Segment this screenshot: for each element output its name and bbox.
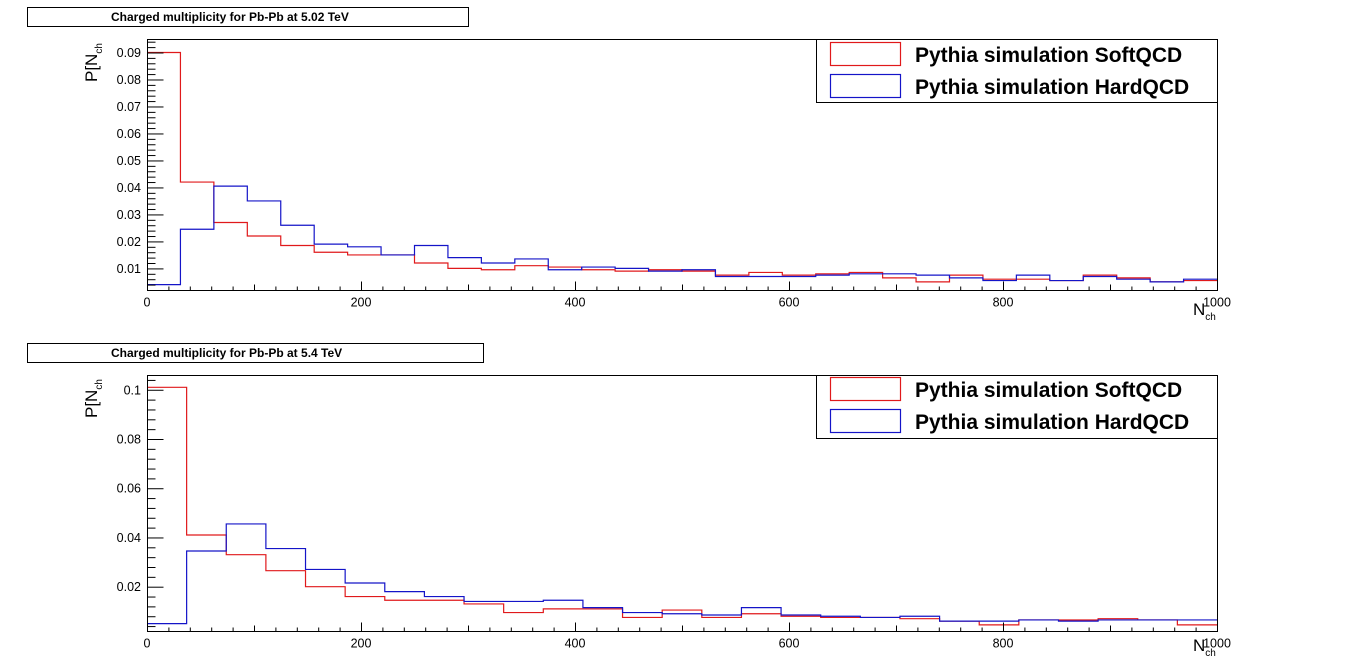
y-tick-label: 0.01 xyxy=(117,262,141,276)
legend-label: Pythia simulation HardQCD xyxy=(915,411,1189,434)
y-axis: 0.01 0.02 0.03 0.04 0.05 0.06 0.07 0.08 0.09 xyxy=(117,41,164,291)
y-axis-label: P[Nch xyxy=(82,43,105,82)
y-tick-label: 0.05 xyxy=(117,154,141,168)
y-axis: 0.02 0.04 0.06 0.08 0.1 xyxy=(117,379,164,628)
x-tick-label: 0 xyxy=(144,637,151,651)
y-axis-label: P[Nch xyxy=(82,379,105,418)
y-tick-label: 0.03 xyxy=(117,208,141,222)
legend: Pythia simulation SoftQCD Pythia simulati… xyxy=(816,39,1218,103)
x-tick-label: 800 xyxy=(993,296,1014,310)
chart-title: Charged multiplicity for Pb-Pb at 5.02 T… xyxy=(111,10,349,24)
chart-title-box xyxy=(27,343,484,363)
legend-entry-softqcd: Pythia simulation SoftQCD xyxy=(829,41,1182,67)
x-tick-label: 200 xyxy=(351,296,372,310)
x-tick-label: 600 xyxy=(779,637,800,651)
x-tick-label: 1000 xyxy=(1203,637,1231,651)
legend-box xyxy=(816,39,1218,103)
legend-entry-softqcd: Pythia simulation SoftQCD xyxy=(829,376,1182,402)
y-tick-label: 0.04 xyxy=(117,531,141,545)
legend-label: Pythia simulation SoftQCD xyxy=(915,379,1182,402)
chart-panel-1: Charged multiplicity for Pb-Pb at 5.02 T… xyxy=(27,7,1231,323)
legend-swatch xyxy=(829,376,902,402)
y-tick-label: 0.08 xyxy=(117,433,141,447)
x-axis-label: Nch xyxy=(1193,300,1216,323)
legend-label: Pythia simulation HardQCD xyxy=(915,76,1189,99)
series-line xyxy=(147,185,1217,286)
histogram-layer xyxy=(147,51,1217,286)
x-tick-label: 600 xyxy=(779,296,800,310)
y-tick-label: 0.06 xyxy=(117,482,141,496)
legend-label: Pythia simulation SoftQCD xyxy=(915,44,1182,67)
x-tick-label: 400 xyxy=(565,296,586,310)
x-tick-label: 400 xyxy=(565,637,586,651)
y-tick-label: 0.02 xyxy=(117,580,141,594)
legend-entry-hardqcd: Pythia simulation HardQCD xyxy=(829,73,1189,99)
legend-swatch xyxy=(829,408,902,434)
chart-panel-2: Charged multiplicity for Pb-Pb at 5.4 Te… xyxy=(27,343,1231,659)
legend-box xyxy=(816,375,1218,439)
legend-swatch xyxy=(829,41,902,67)
y-tick-label: 0.04 xyxy=(117,181,141,195)
series-hardqcd xyxy=(147,185,1217,286)
x-axis: 0 200 400 600 800 1000 xyxy=(144,622,1231,651)
chart-title: Charged multiplicity for Pb-Pb at 5.4 Te… xyxy=(111,346,342,360)
legend-entry-hardqcd: Pythia simulation HardQCD xyxy=(829,408,1189,434)
series-line xyxy=(147,523,1217,625)
x-axis: 0 200 400 600 800 1000 xyxy=(144,281,1231,310)
y-tick-label: 0.1 xyxy=(124,383,141,397)
y-tick-label: 0.02 xyxy=(117,235,141,249)
y-tick-label: 0.07 xyxy=(117,100,141,114)
y-tick-label: 0.06 xyxy=(117,127,141,141)
series-hardqcd xyxy=(147,523,1217,625)
x-axis-label: Nch xyxy=(1193,636,1216,659)
chart-title-box xyxy=(27,7,469,27)
legend-swatch xyxy=(829,73,902,99)
x-tick-label: 0 xyxy=(144,296,151,310)
x-tick-label: 1000 xyxy=(1203,296,1231,310)
y-tick-label: 0.08 xyxy=(117,73,141,87)
histogram-layer xyxy=(147,386,1217,626)
x-tick-label: 200 xyxy=(351,637,372,651)
legend: Pythia simulation SoftQCD Pythia simulati… xyxy=(816,375,1218,439)
y-tick-label: 0.09 xyxy=(117,46,141,60)
x-tick-label: 800 xyxy=(993,637,1014,651)
